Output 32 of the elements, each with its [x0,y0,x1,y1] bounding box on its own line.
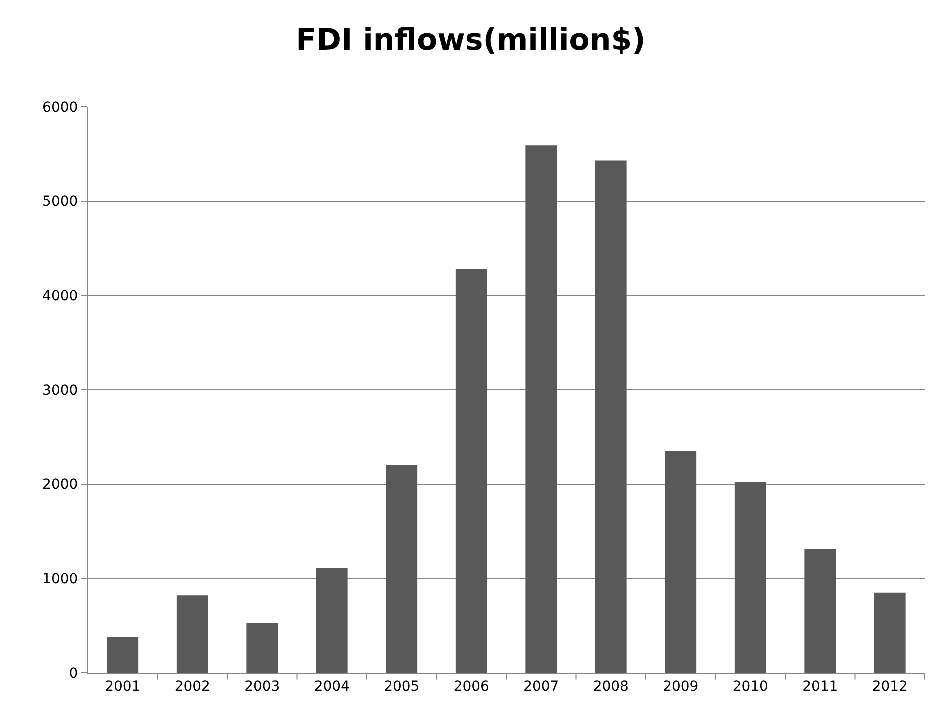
x-tick-label: 2007 [524,678,560,695]
bar [107,637,139,673]
bar [316,568,348,673]
y-tick-label: 1000 [42,572,78,588]
y-tick-label: 6000 [42,100,78,116]
y-tick-label: 2000 [42,477,78,494]
x-tick-label: 2004 [314,678,350,695]
bar [665,451,697,673]
y-tick-label: 4000 [42,288,78,305]
x-tick-label: 2006 [454,678,490,695]
bar [874,592,906,673]
bar [386,465,418,673]
chart-title: FDI inflows(million$) [296,22,646,58]
bar [456,269,488,673]
x-tick-label: 2009 [663,678,699,695]
bar [176,596,208,673]
bar [734,482,766,673]
x-tick-label: 2012 [872,678,908,695]
x-tick-label: 2005 [384,678,420,695]
x-tick-label: 2008 [593,678,629,695]
x-tick-label: 2001 [105,678,141,695]
y-tick-label: 3000 [42,382,78,399]
bar [804,549,836,673]
x-tick-label: 2011 [802,678,838,695]
y-tick-label: 0 [69,666,78,682]
bar [246,623,278,673]
bar [595,160,627,673]
x-tick-label: 2003 [244,678,280,695]
x-tick-label: 2010 [732,678,768,695]
x-tick-label: 2002 [174,678,210,695]
y-tick-label: 5000 [42,194,78,210]
bar [526,146,558,673]
